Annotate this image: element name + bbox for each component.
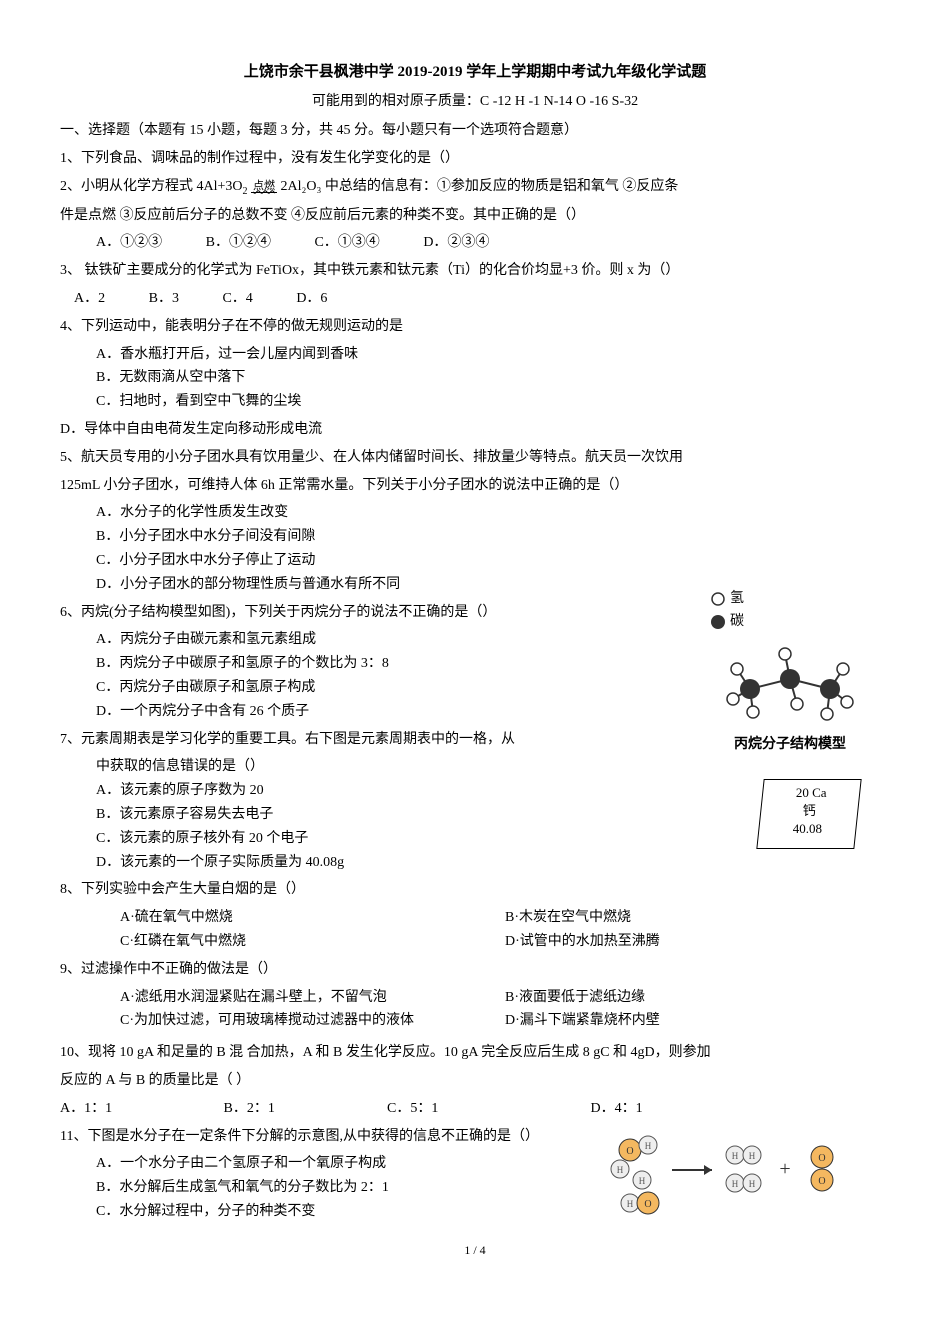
question-9-options-row2: C·为加快过滤，可用玻璃棒搅动过滤器中的液体 D·漏斗下端紧靠烧杯内壁 [120,1009,890,1033]
question-2: 2、小明从化学方程式 4Al+3O2 点燃 2Al₂O₃ 中总结的信息有：①参加… [60,175,890,200]
question-8: 8、下列实验中会产生大量白烟的是（） [60,878,890,902]
question-7-line2: 中获取的信息错误的是（） [96,755,890,779]
c-legend-icon [710,614,726,630]
question-9: 9、过滤操作中不正确的做法是（） [60,958,890,982]
question-9-options-row1: A·滤纸用水润湿紧贴在漏斗壁上，不留气泡 B·液面要低于滤纸边缘 [120,986,890,1010]
question-10-line2: 反应的 A 与 B 的质量比是（ ） [60,1069,890,1093]
q5-opt-c: C．小分子团水中水分子停止了运动 [96,549,890,573]
question-2-options: A．①②③ B．①②④ C．①③④ D．②③④ [96,231,890,255]
reaction-condition: 点燃 [251,181,277,193]
ca-mass: 40.08 [767,821,847,839]
page-number: 1 / 4 [60,1240,890,1260]
reaction-condition-text: 点燃 [253,180,275,192]
q8-opt-a: A·硫在氧气中燃烧 [120,906,505,930]
question-10-line1: 10、现将 10 gA 和足量的 B 混 合加热，A 和 B 发生化学反应。10… [60,1041,890,1065]
question-1: 1、下列食品、调味品的制作过程中，没有发生化学变化的是（） [60,147,890,171]
atomic-masses: 可能用到的相对原子质量：C -12 H -1 N-14 O -16 S-32 [60,90,890,114]
question-3: 3、 钛铁矿主要成分的化学式为 FeTiOx，其中铁元素和钛元素（Ti）的化合价… [60,259,890,283]
q4-opt-c: C．扫地时，看到空中飞舞的尘埃 [96,390,890,414]
svg-text:H: H [732,1151,739,1161]
question-8-options-row2: C·红磷在氧气中燃烧 D·试管中的水加热至沸腾 [120,930,890,954]
page-title: 上饶市余干县枫港中学 2019-2019 学年上学期期中考试九年级化学试题 [60,60,890,86]
legend-c-label: 碳 [730,610,744,634]
q8-opt-b: B·木炭在空气中燃烧 [505,906,890,930]
water-decomposition-diagram: O H H H H O H H H H + O O [600,1125,880,1224]
svg-text:H: H [617,1165,624,1175]
q8-opt-d: D·试管中的水加热至沸腾 [505,930,890,954]
q5-opt-a: A．水分子的化学性质发生改变 [96,501,890,525]
svg-text:H: H [639,1176,646,1186]
q7-opt-d: D．该元素的一个原子实际质量为 40.08g [96,851,890,875]
q2-opt-c: C．①③④ [314,231,379,255]
svg-text:H: H [732,1179,739,1189]
q10-opt-d: D．4：1 [591,1097,643,1121]
legend-h-label: 氢 [730,587,744,611]
q2-part-a: 2、小明从化学方程式 4Al+3O [60,179,243,194]
question-4: 4、下列运动中，能表明分子在不停的做无规则运动的是 [60,315,890,339]
question-5-line1: 5、航天员专用的小分子团水具有饮用量少、在人体内储留时间长、排放量少等特点。航天… [60,446,890,470]
q9-opt-a: A·滤纸用水润湿紧贴在漏斗壁上，不留气泡 [120,986,505,1010]
propane-caption: 丙烷分子结构模型 [690,733,890,757]
q10-opt-a: A．1：1 [60,1097,220,1121]
legend-h-row: 氢 [710,587,890,611]
question-2-cont: 件是点燃 ③反应前后分子的总数不变 ④反应前后元素的种类不变。其中正确的是（） [60,204,890,228]
h-legend-icon [710,591,726,607]
q9-opt-d: D·漏斗下端紧靠烧杯内壁 [505,1009,890,1033]
q4-opt-a: A．香水瓶打开后，过一会儿屋内闻到香味 [96,343,890,367]
svg-text:O: O [626,1146,633,1157]
legend-c-row: 碳 [710,610,890,634]
calcium-cell-figure: 20 Ca 钙 40.08 [760,779,870,849]
ca-number-symbol: 20 Ca [771,784,851,802]
q3-opt-c: C．4 [222,287,252,311]
svg-text:H: H [749,1151,756,1161]
svg-text:H: H [627,1199,634,1209]
svg-text:O: O [818,1153,825,1164]
q2-sub-2: 2 [243,186,248,197]
propane-model-svg [715,634,865,724]
q2-opt-b: B．①②④ [206,231,271,255]
question-3-options: A．2 B．3 C．4 D．6 [74,287,890,311]
q2-opt-a: A．①②③ [96,231,162,255]
q2-opt-d: D．②③④ [423,231,489,255]
q3-opt-b: B．3 [149,287,179,311]
water-decomposition-svg: O H H H H O H H H H + O O [600,1125,880,1215]
svg-text:O: O [818,1176,825,1187]
svg-text:H: H [645,1141,652,1151]
q2-part-b: 2Al₂O₃ 中总结的信息有：①参加反应的物质是铝和氧气 ②反应条 [281,179,679,194]
q5-opt-b: B．小分子团水中水分子间没有间隙 [96,525,890,549]
svg-text:+: + [779,1158,790,1180]
q3-opt-a: A．2 [74,287,105,311]
q9-opt-c: C·为加快过滤，可用玻璃棒搅动过滤器中的液体 [120,1009,505,1033]
q10-opt-b: B．2：1 [224,1097,384,1121]
propane-figure: 氢 碳 丙烷分子结构模型 [690,587,890,757]
periodic-cell-box: 20 Ca 钙 40.08 [756,779,861,849]
q4-opt-b: B．无数雨滴从空中落下 [96,366,890,390]
ca-name: 钙 [769,802,849,820]
q3-opt-d: D．6 [296,287,327,311]
question-5-line2: 125mL 小分子团水，可维持人体 6h 正常需水量。下列关于小分子团水的说法中… [60,474,890,498]
svg-text:H: H [749,1179,756,1189]
question-10-options: A．1：1 B．2：1 C．5：1 D．4：1 [60,1097,890,1121]
question-8-options-row1: A·硫在氧气中燃烧 B·木炭在空气中燃烧 [120,906,890,930]
q10-opt-c: C．5：1 [387,1097,587,1121]
section-1-heading: 一、选择题（本题有 15 小题，每题 3 分，共 45 分。每小题只有一个选项符… [60,119,890,143]
q8-opt-c: C·红磷在氧气中燃烧 [120,930,505,954]
svg-text:O: O [644,1199,651,1210]
q9-opt-b: B·液面要低于滤纸边缘 [505,986,890,1010]
q4-opt-d: D．导体中自由电荷发生定向移动形成电流 [60,418,890,442]
